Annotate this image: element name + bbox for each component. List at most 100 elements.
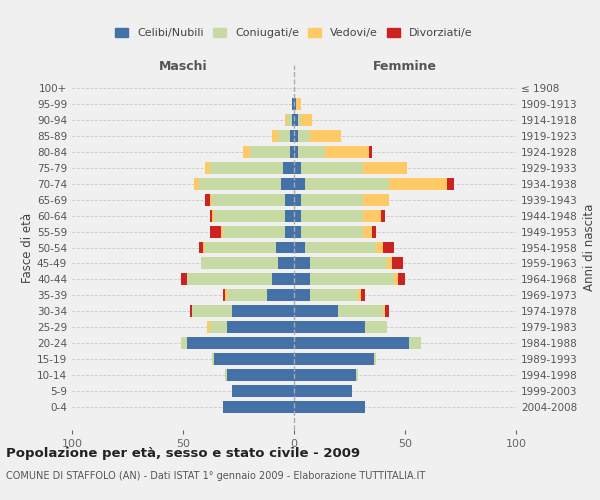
Text: Femmine: Femmine	[373, 60, 437, 73]
Text: Maschi: Maschi	[158, 60, 208, 73]
Bar	[294, 338, 409, 349]
Text: COMUNE DI STAFFOLO (AN) - Dati ISTAT 1° gennaio 2009 - Elaborazione TUTTITALIA.I: COMUNE DI STAFFOLO (AN) - Dati ISTAT 1° …	[6, 471, 425, 481]
Bar	[294, 146, 298, 158]
Bar	[187, 274, 272, 285]
Bar	[278, 258, 294, 270]
Bar	[209, 210, 212, 222]
Bar	[181, 274, 187, 285]
Bar	[212, 194, 285, 205]
Bar	[298, 146, 325, 158]
Bar	[212, 354, 214, 366]
Bar	[294, 290, 310, 302]
Bar	[205, 242, 276, 254]
Bar	[363, 226, 372, 237]
Bar	[361, 290, 365, 302]
Bar	[363, 210, 380, 222]
Bar	[325, 146, 370, 158]
Bar	[294, 178, 305, 190]
Bar	[447, 178, 454, 190]
Bar	[285, 194, 294, 205]
Bar	[281, 178, 294, 190]
Bar	[227, 370, 294, 382]
Bar	[392, 258, 403, 270]
Bar	[363, 162, 407, 173]
Bar	[398, 274, 405, 285]
Bar	[250, 146, 290, 158]
Bar	[187, 338, 294, 349]
Bar	[294, 354, 374, 366]
Bar	[278, 130, 290, 141]
Bar	[214, 354, 294, 366]
Bar	[190, 306, 192, 318]
Bar	[389, 178, 447, 190]
Bar	[294, 370, 356, 382]
Bar	[285, 114, 287, 126]
Bar	[294, 306, 338, 318]
Bar	[225, 290, 227, 302]
Bar	[380, 210, 385, 222]
Bar	[294, 402, 365, 413]
Bar	[305, 178, 389, 190]
Bar	[199, 178, 281, 190]
Bar	[232, 386, 294, 398]
Bar	[285, 210, 294, 222]
Bar	[223, 290, 225, 302]
Bar	[301, 194, 363, 205]
Y-axis label: Anni di nascita: Anni di nascita	[583, 204, 596, 291]
Bar	[310, 258, 387, 270]
Bar	[285, 226, 294, 237]
Bar	[310, 130, 341, 141]
Bar	[370, 146, 372, 158]
Bar	[296, 98, 301, 110]
Text: Popolazione per età, sesso e stato civile - 2009: Popolazione per età, sesso e stato civil…	[6, 448, 360, 460]
Bar	[310, 274, 394, 285]
Bar	[287, 114, 292, 126]
Bar	[272, 274, 294, 285]
Bar	[294, 258, 310, 270]
Bar	[294, 210, 301, 222]
Bar	[227, 322, 294, 334]
Bar	[292, 98, 294, 110]
Bar	[409, 338, 421, 349]
Bar	[356, 370, 358, 382]
Bar	[301, 226, 363, 237]
Bar	[209, 194, 212, 205]
Bar	[272, 130, 278, 141]
Bar	[365, 322, 387, 334]
Bar	[294, 242, 305, 254]
Bar	[223, 226, 285, 237]
Bar	[298, 130, 310, 141]
Bar	[212, 210, 214, 222]
Bar	[294, 274, 310, 285]
Bar	[208, 322, 209, 334]
Bar	[383, 306, 385, 318]
Bar	[301, 162, 363, 173]
Y-axis label: Fasce di età: Fasce di età	[21, 212, 34, 282]
Bar	[374, 354, 376, 366]
Bar	[199, 242, 203, 254]
Bar	[394, 274, 398, 285]
Bar	[292, 114, 294, 126]
Bar	[294, 194, 301, 205]
Bar	[283, 162, 294, 173]
Bar	[268, 290, 294, 302]
Bar	[301, 114, 312, 126]
Bar	[305, 242, 376, 254]
Bar	[385, 306, 389, 318]
Bar	[363, 194, 389, 205]
Bar	[221, 226, 223, 237]
Bar	[227, 290, 268, 302]
Bar	[205, 194, 209, 205]
Bar	[376, 242, 383, 254]
Bar	[209, 226, 221, 237]
Bar	[225, 370, 227, 382]
Bar	[290, 146, 294, 158]
Bar	[338, 306, 383, 318]
Bar	[201, 258, 278, 270]
Bar	[205, 162, 209, 173]
Bar	[294, 226, 301, 237]
Bar	[181, 338, 187, 349]
Bar	[372, 226, 376, 237]
Bar	[209, 322, 227, 334]
Bar	[192, 306, 232, 318]
